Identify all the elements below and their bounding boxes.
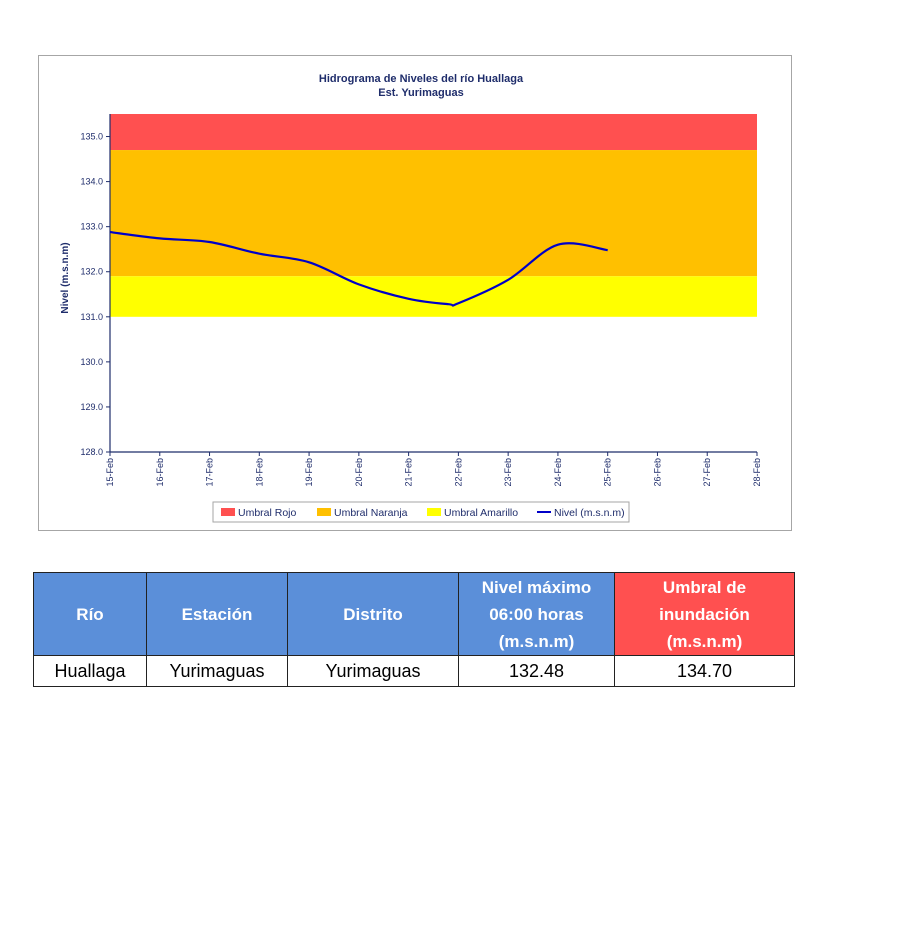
x-tick-label: 16-Feb bbox=[155, 458, 165, 487]
x-tick-label: 27-Feb bbox=[702, 458, 712, 487]
y-tick-label: 134.0 bbox=[80, 177, 103, 187]
hydrograph-chart: Hidrograma de Niveles del río Huallaga E… bbox=[60, 73, 762, 523]
y-tick-label: 132.0 bbox=[80, 267, 103, 277]
cell-rio: Huallaga bbox=[33, 655, 147, 687]
y-tick-label: 128.0 bbox=[80, 447, 103, 457]
legend-swatch bbox=[221, 508, 235, 516]
header-distrito: Distrito bbox=[287, 572, 459, 656]
y-tick-label: 135.0 bbox=[80, 132, 103, 142]
x-tick-label: 18-Feb bbox=[254, 458, 264, 487]
y-tick-label: 130.0 bbox=[80, 357, 103, 367]
chart-title: Hidrograma de Niveles del río Huallaga bbox=[319, 73, 524, 85]
x-tick-label: 22-Feb bbox=[453, 458, 463, 487]
cell-distrito: Yurimaguas bbox=[287, 655, 459, 687]
x-tick-label: 24-Feb bbox=[553, 458, 563, 487]
x-tick-label: 26-Feb bbox=[652, 458, 662, 487]
legend-label: Umbral Amarillo bbox=[444, 507, 518, 519]
x-tick-label: 23-Feb bbox=[503, 458, 513, 487]
x-tick-label: 20-Feb bbox=[354, 458, 364, 487]
chart-subtitle: Est. Yurimaguas bbox=[378, 87, 463, 99]
x-tick-label: 28-Feb bbox=[752, 458, 762, 487]
header-umbral-inundacion: Umbral de inundación (m.s.n.m) bbox=[614, 572, 795, 656]
legend-label: Nivel (m.s.n.m) bbox=[554, 507, 625, 519]
x-tick-label: 15-Feb bbox=[105, 458, 115, 487]
chart-container: Hidrograma de Niveles del río Huallaga E… bbox=[38, 55, 792, 531]
legend-swatch bbox=[317, 508, 331, 516]
cell-estacion: Yurimaguas bbox=[146, 655, 288, 687]
band-umbral-amarillo bbox=[110, 276, 757, 317]
band-umbral-naranja bbox=[110, 150, 757, 277]
x-tick-label: 17-Feb bbox=[205, 458, 215, 487]
cell-nivel-maximo: 132.48 bbox=[458, 655, 615, 687]
cell-umbral-inundacion: 134.70 bbox=[614, 655, 795, 687]
x-tick-label: 25-Feb bbox=[603, 458, 613, 487]
table-row: Huallaga Yurimaguas Yurimaguas 132.48 13… bbox=[33, 655, 795, 687]
header-estacion: Estación bbox=[146, 572, 288, 656]
legend-label: Umbral Rojo bbox=[238, 507, 297, 519]
x-tick-label: 21-Feb bbox=[404, 458, 414, 487]
band-umbral-rojo bbox=[110, 114, 757, 151]
y-tick-label: 129.0 bbox=[80, 402, 103, 412]
y-tick-label: 131.0 bbox=[80, 312, 103, 322]
legend-box bbox=[212, 501, 630, 523]
series-line-nivel bbox=[109, 230, 608, 307]
chart-legend: Umbral Rojo Umbral Naranja Umbral Amarillo… bbox=[212, 501, 630, 523]
header-nivel-maximo: Nivel máximo 06:00 horas (m.s.n.m) bbox=[458, 572, 615, 656]
legend-swatch bbox=[427, 508, 441, 516]
header-rio: Río bbox=[33, 572, 147, 656]
station-table: Río Estación Distrito Nivel máximo 06:00… bbox=[33, 572, 795, 687]
y-axis-label: Nivel (m.s.n.m) bbox=[60, 242, 71, 313]
y-tick-label: 133.0 bbox=[80, 222, 103, 232]
legend-label: Umbral Naranja bbox=[334, 507, 408, 519]
x-tick-label: 19-Feb bbox=[304, 458, 314, 487]
